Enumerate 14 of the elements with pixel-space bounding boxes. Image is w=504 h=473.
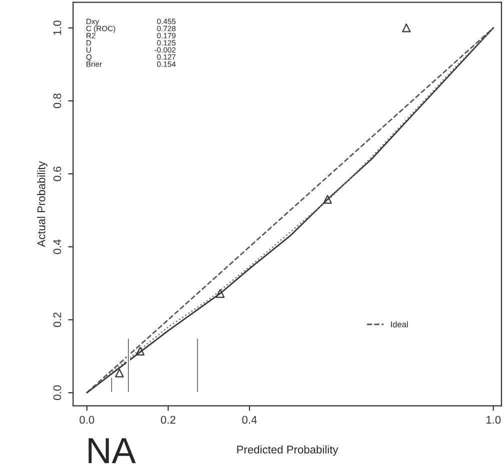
x-tick-label: 1.0 xyxy=(486,416,501,424)
x-axis-title: Predicted Probability xyxy=(237,445,338,456)
y-tick-label: 0.6 xyxy=(53,166,62,182)
x-tick-label: 0.0 xyxy=(80,416,94,424)
x-tick-label: 0.2 xyxy=(160,416,176,424)
legend-label: Ideal xyxy=(391,321,408,328)
y-tick-label: 0.8 xyxy=(53,94,62,108)
x-tick-label: 0.4 xyxy=(242,416,257,424)
y-axis-title: Actual Probability xyxy=(37,161,48,247)
text: NA xyxy=(88,438,136,464)
y-tick-label: 1.0 xyxy=(53,20,62,35)
y-tick-label: 0.0 xyxy=(53,385,62,400)
y-tick-label: 0.2 xyxy=(53,312,62,328)
y-tick-label: 0.4 xyxy=(53,239,62,254)
